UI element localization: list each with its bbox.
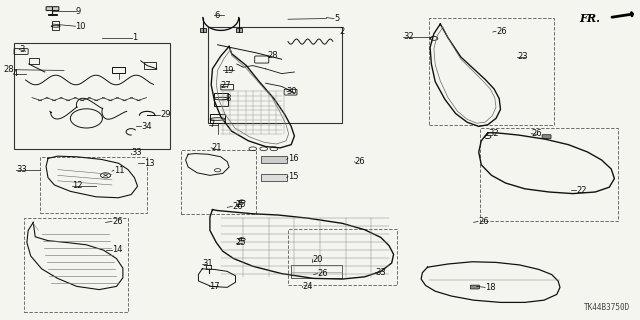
Text: 3: 3 — [19, 45, 24, 54]
Text: 32: 32 — [488, 129, 499, 138]
Text: FR.: FR. — [579, 13, 600, 24]
Bar — [429, 18, 554, 125]
Text: 26: 26 — [531, 129, 542, 138]
Text: 21: 21 — [211, 143, 221, 152]
Text: TK44B3750D: TK44B3750D — [584, 303, 630, 312]
Text: 18: 18 — [485, 283, 496, 292]
Bar — [181, 150, 256, 214]
Text: 23: 23 — [517, 52, 528, 61]
Bar — [206, 265, 211, 269]
Text: 10: 10 — [76, 22, 86, 31]
Text: 33: 33 — [16, 165, 27, 174]
Text: 33: 33 — [376, 268, 387, 277]
FancyBboxPatch shape — [542, 135, 551, 139]
Text: 30: 30 — [287, 87, 298, 96]
Bar — [112, 67, 125, 73]
Bar — [214, 93, 228, 106]
Text: 9: 9 — [76, 7, 81, 16]
Bar — [210, 114, 225, 123]
Text: 34: 34 — [141, 122, 152, 131]
Text: 31: 31 — [202, 260, 213, 268]
Text: 2: 2 — [339, 27, 344, 36]
Bar — [208, 27, 342, 123]
FancyBboxPatch shape — [470, 285, 479, 289]
Text: 5: 5 — [334, 14, 339, 23]
Text: 24: 24 — [302, 282, 312, 291]
Bar — [200, 28, 206, 32]
Text: 33: 33 — [131, 148, 142, 157]
Text: 25: 25 — [236, 238, 246, 247]
Text: 22: 22 — [576, 186, 586, 195]
Text: 32: 32 — [403, 32, 414, 41]
Text: 28: 28 — [3, 65, 14, 74]
FancyBboxPatch shape — [46, 7, 59, 11]
Bar — [480, 128, 618, 221]
Text: 26: 26 — [112, 217, 123, 226]
Text: 1: 1 — [132, 33, 138, 42]
Text: 11: 11 — [114, 166, 124, 175]
Text: 17: 17 — [209, 282, 220, 291]
Bar — [236, 28, 242, 32]
Text: 25: 25 — [236, 200, 246, 209]
Bar — [24, 218, 128, 312]
Bar — [288, 229, 397, 285]
Text: 26: 26 — [232, 202, 243, 211]
Text: 12: 12 — [72, 181, 83, 190]
Text: 26: 26 — [355, 157, 365, 166]
Text: 8: 8 — [225, 94, 230, 103]
Text: 13: 13 — [144, 159, 155, 168]
Text: 20: 20 — [312, 255, 323, 264]
Text: 19: 19 — [223, 66, 233, 75]
Bar — [14, 43, 170, 149]
Bar — [40, 157, 147, 213]
Bar — [261, 174, 287, 181]
Text: 16: 16 — [288, 154, 299, 163]
Bar — [144, 62, 156, 69]
Bar — [261, 156, 287, 163]
Text: 26: 26 — [478, 217, 489, 226]
Bar — [291, 265, 342, 278]
Text: 15: 15 — [288, 172, 298, 181]
Text: 4: 4 — [13, 69, 18, 78]
Text: 26: 26 — [317, 269, 328, 278]
Text: 26: 26 — [496, 27, 507, 36]
Text: 7: 7 — [209, 120, 214, 129]
Text: 6: 6 — [214, 11, 220, 20]
Bar — [48, 14, 57, 15]
Text: 28: 28 — [268, 52, 278, 60]
Text: 14: 14 — [112, 245, 122, 254]
Bar — [52, 21, 59, 30]
Bar — [29, 58, 39, 64]
Text: 29: 29 — [160, 110, 170, 119]
Text: 27: 27 — [221, 81, 232, 90]
